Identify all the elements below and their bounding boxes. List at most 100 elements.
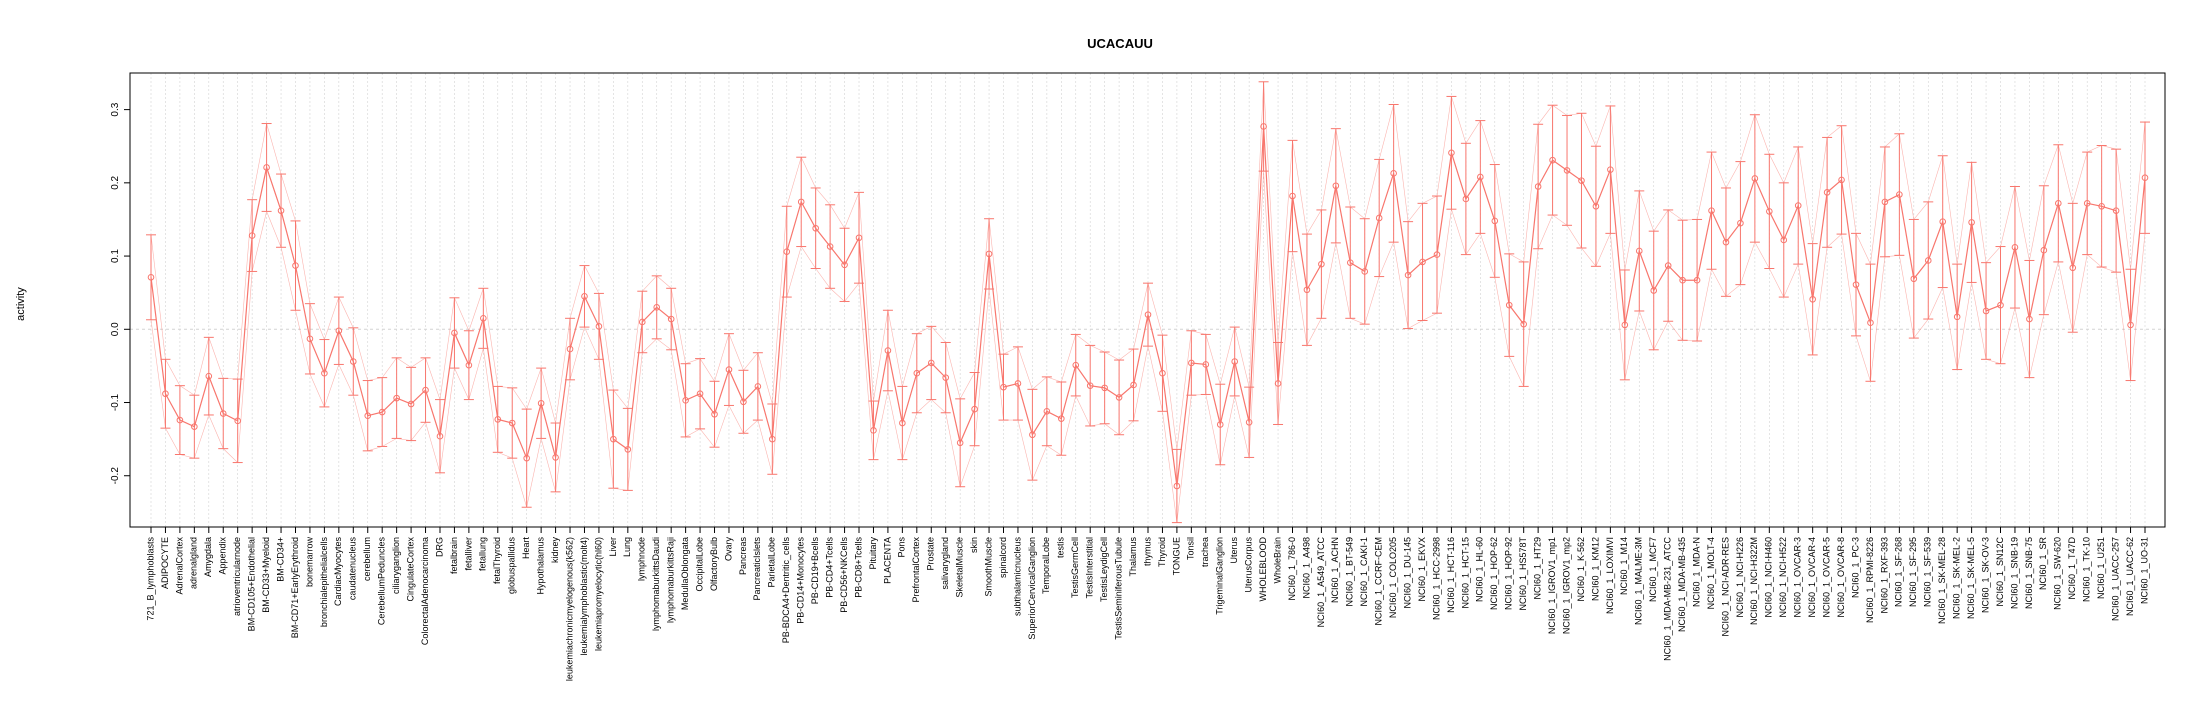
- x-tick-label: skin: [969, 537, 979, 553]
- x-tick-label: PB-BDCA4+Dentritic_cells: [781, 537, 791, 644]
- data-point: [682, 397, 689, 404]
- x-tick-label: lymphnode: [637, 537, 647, 581]
- x-tick-label: caudatenucleus: [348, 537, 358, 601]
- data-point: [2127, 321, 2134, 329]
- data-point: [1491, 217, 1499, 225]
- x-tick-label: WHOLEBLOOD: [1258, 537, 1268, 602]
- x-tick-label: NCI60_1_MOLT-4: [1706, 537, 1716, 609]
- x-tick-label: atrioventricularnode: [232, 537, 242, 616]
- data-point: [1419, 258, 1426, 266]
- x-tick-label: NCI60_1_DU-145: [1402, 537, 1412, 609]
- x-tick-label: TrigeminalGanglion: [1215, 537, 1225, 615]
- x-tick-label: NCI60_1_IGROV1_mp2: [1561, 537, 1571, 634]
- data-point: [624, 446, 632, 453]
- data-point: [1216, 421, 1224, 428]
- data-point: [436, 432, 444, 440]
- data-point: [248, 232, 256, 239]
- data-point: [1433, 251, 1441, 258]
- data-point: [1477, 173, 1484, 181]
- data-point: [2112, 207, 2120, 214]
- x-tick-label: NCI60_1_MALME-3M: [1634, 537, 1644, 625]
- x-tick-label: Hypothalamus: [536, 537, 546, 595]
- x-tick-label: DRG: [434, 537, 444, 557]
- x-tick-label: BM-CD105+Endothelial: [247, 537, 257, 631]
- data-point: [1722, 238, 1730, 246]
- data-point: [1693, 276, 1701, 284]
- x-tick-label: SuperiorCervicalGanglion: [1027, 537, 1037, 640]
- x-tick-label: NCI60_1_PC-3: [1850, 537, 1860, 598]
- x-tick-label: NCI60_1_EKVX: [1417, 537, 1427, 602]
- data-point: [1982, 307, 1990, 315]
- x-tick-label: NCI60_1_UO-31: [2139, 537, 2149, 604]
- x-tick-label: NCI60_1_UACC-62: [2125, 537, 2135, 616]
- data-point: [740, 398, 747, 406]
- x-tick-label: CingulateCortex: [405, 537, 415, 602]
- x-tick-label: BM-CD34+: [275, 537, 285, 582]
- data-point: [147, 274, 155, 281]
- x-tick-label: NCI60_1_OVCAR-4: [1807, 537, 1817, 618]
- data-point: [1896, 191, 1903, 198]
- data-point: [508, 419, 516, 427]
- data-point: [364, 412, 372, 419]
- data-point: [1000, 383, 1007, 391]
- x-tick-label: ParietalLobe: [767, 537, 777, 588]
- x-tick-label: NCI60_1_A549_ATCC: [1316, 537, 1326, 628]
- x-tick-label: SmoothMuscle: [983, 537, 993, 597]
- data-point: [1043, 408, 1051, 415]
- data-point: [1014, 380, 1022, 387]
- data-point: [480, 315, 487, 322]
- data-point: [263, 164, 270, 171]
- x-tick-label: NCI60_1_MCF7: [1648, 537, 1658, 602]
- data-point: [1159, 369, 1166, 377]
- data-point: [1766, 208, 1773, 215]
- data-point: [870, 427, 877, 434]
- data-point: [826, 243, 834, 250]
- data-point: [1621, 321, 1629, 329]
- data-point: [1635, 247, 1643, 255]
- x-tick-label: thymus: [1142, 537, 1152, 567]
- data-point: [2098, 202, 2105, 210]
- data-point: [1592, 202, 1600, 210]
- x-tick-label: NCI60_1_NCI-H322M: [1749, 537, 1759, 625]
- x-tick-label: CardiacMyocytes: [333, 537, 343, 607]
- x-tick-label: TestisLeydigCell: [1099, 537, 1109, 602]
- x-tick-label: bonemarrow: [304, 537, 314, 588]
- x-tick-label: NCI60_1_LOXIMVI: [1605, 537, 1615, 614]
- data-point: [1318, 260, 1325, 268]
- x-tick-label: lymphomaburkittsDaudi: [651, 537, 661, 631]
- data-point: [162, 390, 169, 398]
- data-point: [812, 224, 819, 232]
- data-point: [1231, 358, 1238, 365]
- data-point: [1332, 182, 1340, 190]
- y-tick-label: 0.1: [110, 249, 121, 263]
- x-tick-label: BM-CD71+EarlyErythroid: [290, 537, 300, 638]
- x-tick-label: NCI60_1_OVCAR-3: [1793, 537, 1803, 618]
- data-point: [1924, 257, 1932, 264]
- x-tick-label: NCI60_1_MDA-N: [1691, 537, 1701, 607]
- data-point: [306, 335, 314, 343]
- x-tick-label: NCI60_1_MDA-MB-435: [1677, 537, 1687, 632]
- data-point: [407, 400, 415, 408]
- data-point: [1346, 259, 1354, 266]
- data-point: [292, 262, 299, 269]
- x-tick-label: fetallung: [478, 537, 488, 571]
- data-point: [1303, 286, 1311, 294]
- data-point: [2141, 174, 2149, 182]
- x-tick-label: trachea: [1200, 537, 1210, 567]
- x-tick-label: NCI60_1_HT29: [1533, 537, 1543, 600]
- x-tick-label: NCI60_1_HCC-2998: [1431, 537, 1441, 620]
- data-point: [725, 366, 733, 373]
- x-tick-label: subthalamicnucleus: [1012, 537, 1022, 617]
- x-tick-label: NCI60_1_SNB-75: [2024, 537, 2034, 609]
- y-axis: -0.2 -0.1 0.0 0.1 0.2 0.3: [110, 102, 131, 484]
- x-tick-label: TestisInterstitial: [1085, 537, 1095, 599]
- y-axis-label: activity: [15, 287, 27, 321]
- x-tick-label: NCI60_1_TK-10: [2082, 537, 2092, 602]
- x-tick-label: salivarygland: [940, 537, 950, 590]
- x-tick-label: Thyroid: [1157, 537, 1167, 567]
- data-point: [971, 405, 978, 413]
- data-point: [1953, 313, 1961, 321]
- x-tick-label: TemporalLobe: [1041, 537, 1051, 594]
- data-point: [1448, 149, 1455, 157]
